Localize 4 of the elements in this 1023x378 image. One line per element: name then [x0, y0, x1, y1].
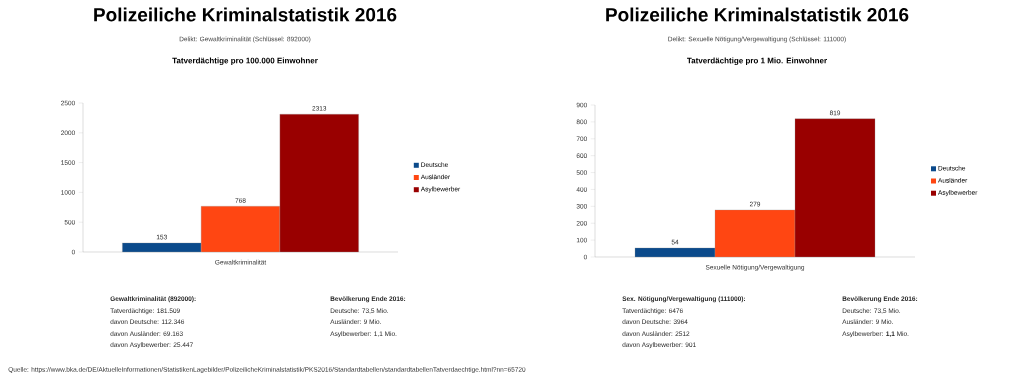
chart-title: Polizeiliche Kriminalstatistik 2016 — [94, 7, 397, 22]
text: Tatverdächtige pro 1 Mio. Einwohner — [687, 57, 827, 66]
chart-title: Polizeiliche Kriminalstatistik 2016 — [606, 7, 909, 22]
text: Tatverdächtige pro 100.000 Einwohner — [172, 57, 318, 66]
